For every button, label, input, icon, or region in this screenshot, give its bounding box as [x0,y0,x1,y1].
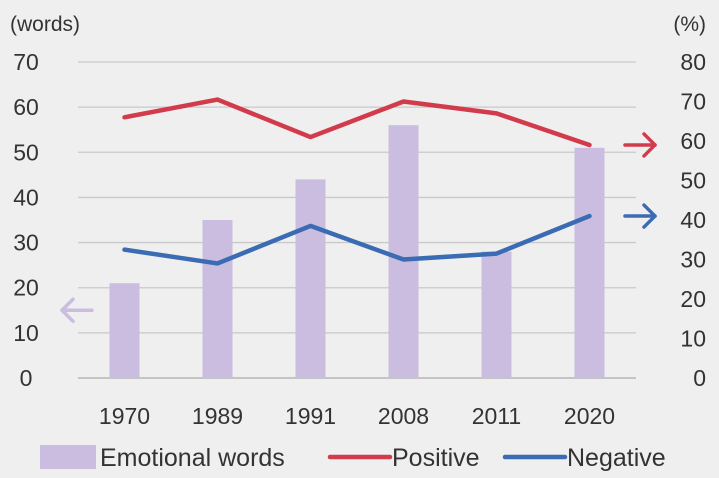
right-axis-tick-label: 60 [680,128,706,154]
legend-label: Emotional words [100,444,285,472]
legend-item: Negative [502,444,666,472]
left-axis-tick-label: 10 [13,320,39,346]
legend: Emotional words Positive Negative [40,444,666,472]
emotional-words-bars [109,125,605,378]
arrow-head [60,297,75,324]
legend-item: Emotional words [40,444,285,472]
left-axis-tick-label: 60 [13,94,39,120]
left-axis-tick-label: 50 [13,139,39,165]
left-axis-tick-label: 0 [20,365,33,391]
right-axis-tick-label: 10 [680,326,706,352]
axes: (words) (%) 0 10 20 30 40 50 60 70 0 10 20 30 40 50 60… [10,13,706,429]
emotional-words-bar [202,220,233,378]
left-axis-tick-label: 20 [13,275,39,301]
negative-axis-arrow-icon [623,203,657,229]
right-axis-tick-label: 40 [680,207,706,233]
negative-line [122,213,592,266]
right-axis-tick-label: 20 [680,286,706,312]
x-axis-tick-label: 1991 [285,403,336,429]
positive-line [122,97,592,148]
right-axis-tick-label: 30 [680,247,706,273]
right-axis-unit-label: (%) [673,13,706,36]
x-axis-tick-label: 2020 [564,403,615,429]
emotional-words-bar [295,179,326,378]
emotional-words-bar [481,251,512,378]
x-axis-tick-label: 1970 [99,403,150,429]
right-axis-tick-label: 50 [680,168,706,194]
positive-axis-arrow-icon [623,132,657,158]
emotional-words-bar [574,147,605,378]
arrow-head [642,132,657,158]
arrow-head [642,203,657,229]
x-axis-tick-label: 2008 [378,403,429,429]
right-axis-tick-label: 80 [680,49,706,75]
left-axis-unit-label: (words) [10,13,80,36]
legend-label: Negative [567,444,666,472]
legend-label: Positive [392,444,480,472]
right-axis-tick-label: 70 [680,89,706,115]
emotional-words-bar [109,283,140,378]
right-axis-tick-label: 0 [693,365,706,391]
left-axis-tick-label: 40 [13,184,39,210]
emotional-words-bar [388,125,419,378]
legend-swatch-bar [40,445,96,469]
x-axis-tick-label: 2011 [472,403,521,429]
legend-item: Positive [327,444,480,472]
left-axis-tick-label: 70 [13,49,39,75]
axis-indicator-arrows [60,132,657,324]
left-axis-tick-label: 30 [13,230,39,256]
series-lines [122,97,592,266]
x-axis-tick-label: 1989 [192,403,243,429]
emotional-words-axis-arrow-icon [60,297,94,324]
